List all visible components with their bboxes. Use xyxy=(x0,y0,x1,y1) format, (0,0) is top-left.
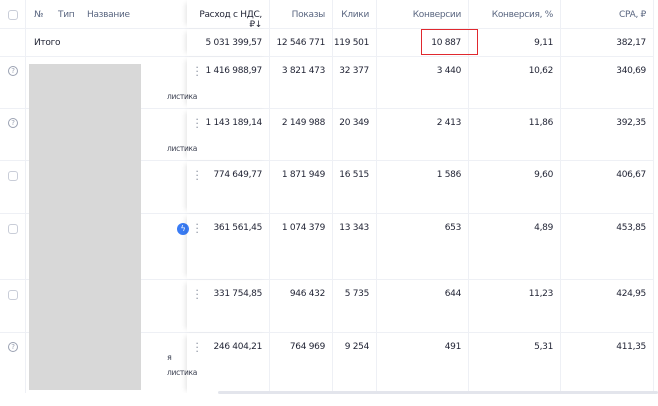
cell-shows: 1 074 379 xyxy=(270,214,333,279)
total-cpa: 382,17 xyxy=(561,29,654,56)
cell-cpa: 453,85 xyxy=(561,214,654,279)
header-conv-rate[interactable]: Конверсия, % xyxy=(469,0,561,28)
cell-conv-rate: 5,31 xyxy=(469,333,561,393)
horizontal-scrollbar[interactable] xyxy=(218,391,658,394)
cell-conv-rate: 9,60 xyxy=(469,161,561,213)
more-menu-icon[interactable]: · · · xyxy=(195,165,199,186)
cell-conversions: 2 413 xyxy=(377,109,469,160)
cell-cpa: 340,69 xyxy=(561,57,654,108)
cell-cpa: 406,67 xyxy=(561,161,654,213)
row-checkbox[interactable] xyxy=(8,224,18,234)
more-menu-icon[interactable]: · · · xyxy=(195,218,199,239)
cell-clicks: 9 254 xyxy=(333,333,377,393)
cell-conversions: 653 xyxy=(377,214,469,279)
cell-cpa: 424,95 xyxy=(561,280,654,332)
header-clicks[interactable]: Клики xyxy=(333,0,377,28)
total-clicks: 119 501 xyxy=(333,29,377,56)
cell-shows: 2 149 988 xyxy=(270,109,333,160)
cell-spend: 331 754,85 xyxy=(187,280,270,332)
header-num[interactable]: № xyxy=(34,10,44,20)
cell-cpa: 392,35 xyxy=(561,109,654,160)
row-title-fragment: я xyxy=(167,353,172,362)
row-subtitle: листика xyxy=(167,368,198,377)
cell-spend: 246 404,21 xyxy=(187,333,270,393)
more-menu-icon[interactable]: · · · xyxy=(195,61,199,82)
cell-shows: 946 432 xyxy=(270,280,333,332)
cell-conv-rate: 11,86 xyxy=(469,109,561,160)
lightning-icon[interactable]: ϟ xyxy=(177,223,189,235)
cell-conversions: 491 xyxy=(377,333,469,393)
cell-conversions: 3 440 xyxy=(377,57,469,108)
table-row[interactable]: ? · · · листика 1 143 189,14 2 149 988 20 … xyxy=(0,109,654,161)
row-checkbox[interactable] xyxy=(8,290,18,300)
header-name[interactable]: Название xyxy=(87,10,130,20)
table-header: № Тип Название Расход с НДС, ₽↓ Показы К… xyxy=(0,0,654,30)
cell-cpa: 411,35 xyxy=(561,333,654,393)
help-icon[interactable]: ? xyxy=(8,66,18,76)
cell-clicks: 32 377 xyxy=(333,57,377,108)
highlight-box xyxy=(421,29,478,55)
total-row: Итого 5 031 399,57 12 546 771 119 501 10… xyxy=(0,29,654,57)
cell-conv-rate: 4,89 xyxy=(469,214,561,279)
header-shows[interactable]: Показы xyxy=(270,0,333,28)
cell-conv-rate: 11,23 xyxy=(469,280,561,332)
header-cpa[interactable]: CPA, ₽ xyxy=(561,0,654,28)
total-shows: 12 546 771 xyxy=(270,29,333,56)
table-row[interactable]: ? · · · листика 1 416 988,97 3 821 473 32 … xyxy=(0,57,654,109)
select-all-checkbox[interactable] xyxy=(8,10,18,20)
redacted-area xyxy=(29,64,141,390)
table-row[interactable]: ϟ · · · 361 561,45 1 074 379 13 343 653 4,… xyxy=(0,214,654,280)
total-conversions: 10 887 xyxy=(377,29,469,56)
header-type[interactable]: Тип xyxy=(58,10,75,20)
cell-spend: 1 143 189,14 xyxy=(187,109,270,160)
cell-clicks: 13 343 xyxy=(333,214,377,279)
total-spend: 5 031 399,57 xyxy=(187,29,270,56)
total-conv-rate: 9,11 xyxy=(469,29,561,56)
table-row[interactable]: ? · · · я листика 246 404,21 764 969 9 254… xyxy=(0,333,654,393)
cell-clicks: 20 349 xyxy=(333,109,377,160)
more-menu-icon[interactable]: · · · xyxy=(195,284,199,305)
cell-spend: 1 416 988,97 xyxy=(187,57,270,108)
table-row[interactable]: · · · 774 649,77 1 871 949 16 515 1 586 9,… xyxy=(0,161,654,214)
row-checkbox[interactable] xyxy=(8,171,18,181)
cell-spend: 361 561,45 xyxy=(187,214,270,279)
cell-clicks: 5 735 xyxy=(333,280,377,332)
cell-shows: 1 871 949 xyxy=(270,161,333,213)
cell-spend: 774 649,77 xyxy=(187,161,270,213)
header-spend[interactable]: Расход с НДС, ₽↓ xyxy=(187,0,270,30)
header-conversions[interactable]: Конверсии xyxy=(377,0,469,28)
cell-shows: 3 821 473 xyxy=(270,57,333,108)
row-subtitle: листика xyxy=(167,92,198,101)
help-icon[interactable]: ? xyxy=(8,118,18,128)
statistics-table: № Тип Название Расход с НДС, ₽↓ Показы К… xyxy=(0,0,654,393)
cell-conversions: 1 586 xyxy=(377,161,469,213)
table-row[interactable]: · · · 331 754,85 946 432 5 735 644 11,23 4… xyxy=(0,280,654,333)
cell-conv-rate: 10,62 xyxy=(469,57,561,108)
cell-shows: 764 969 xyxy=(270,333,333,393)
cell-conversions: 644 xyxy=(377,280,469,332)
help-icon[interactable]: ? xyxy=(8,342,18,352)
more-menu-icon[interactable]: · · · xyxy=(195,337,199,358)
cell-clicks: 16 515 xyxy=(333,161,377,213)
row-subtitle: листика xyxy=(167,144,198,153)
total-label: Итого xyxy=(34,38,61,48)
more-menu-icon[interactable]: · · · xyxy=(195,113,199,134)
